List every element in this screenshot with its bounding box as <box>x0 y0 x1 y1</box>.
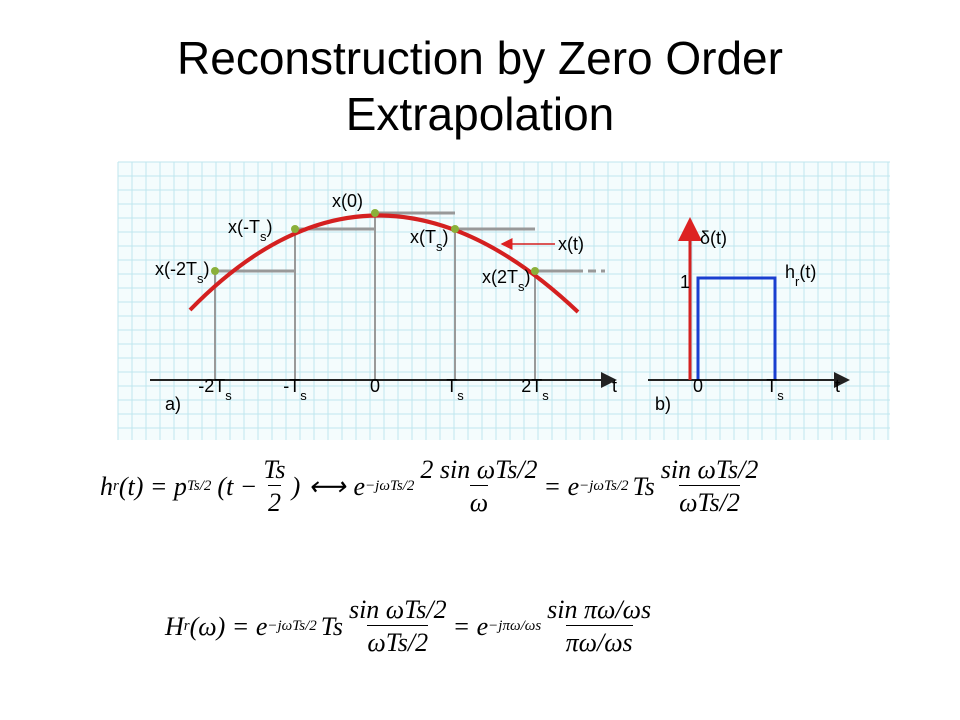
label-part: s <box>436 239 443 254</box>
label: x(-Ts) <box>228 217 272 244</box>
label: x(2Ts) <box>482 267 531 294</box>
grid <box>117 161 890 440</box>
eq-part: h <box>100 471 113 501</box>
label-part: r <box>795 274 800 289</box>
panel-label: b) <box>655 394 671 414</box>
eq-part: sin ωTs/2 <box>348 595 447 624</box>
label-part: s <box>777 388 784 403</box>
title-line: Extrapolation <box>345 88 615 140</box>
label-part: -2T <box>198 376 225 396</box>
label: x(t) <box>558 234 584 254</box>
title-line: Reconstruction by Zero Order <box>177 32 783 84</box>
eq-part: ωTs/2 <box>367 625 429 658</box>
eq-part: sin πω/ωs <box>547 595 652 624</box>
panel-label: a) <box>165 394 181 414</box>
label-part: x(-2T <box>155 259 197 279</box>
label: -Ts <box>283 376 307 403</box>
eq-part: ωTs/2 <box>679 485 740 518</box>
eq-part: (t) = p <box>118 471 187 501</box>
eq-part: 2 <box>267 485 281 518</box>
eq-part: = e <box>543 471 580 501</box>
eq-part: −jωTs/2 <box>365 478 415 494</box>
label-part: s <box>225 388 232 403</box>
label-part: T <box>766 376 777 396</box>
label-part: s <box>542 388 549 403</box>
fraction: sin πω/ωs πω/ωs <box>547 595 651 658</box>
label-part: -T <box>283 376 300 396</box>
eq-part: = e <box>452 611 489 641</box>
eq-part: ω <box>469 485 489 518</box>
eq-part: Ts/2 <box>186 478 212 494</box>
label: 2Ts <box>521 376 549 403</box>
panel-a <box>214 211 605 380</box>
label: Ts <box>766 376 784 403</box>
eq-part: Ts <box>320 611 343 641</box>
label: x(0) <box>332 191 363 211</box>
label-part: x(0) <box>332 191 363 211</box>
eq-part: −jωTs/2 <box>579 478 629 494</box>
eq-part: Ts <box>632 471 655 501</box>
label-part: x(2T <box>482 267 518 287</box>
label-part: ) <box>266 217 272 237</box>
response-pulse <box>696 276 777 380</box>
fraction: 2 sin ωTs/2 ω <box>420 455 537 518</box>
label-part: x(T <box>410 227 436 247</box>
eq-part: H <box>165 611 184 641</box>
label-part: 2T <box>521 376 542 396</box>
label-part: ) <box>443 227 449 247</box>
axis-label: t <box>835 376 840 396</box>
label-part: ) <box>204 259 210 279</box>
label: 0 <box>370 376 380 396</box>
label: x(-2Ts) <box>155 259 210 286</box>
signal-curve <box>188 213 580 314</box>
label-part: s <box>197 271 204 286</box>
label-part: T <box>446 376 457 396</box>
label: -2Ts <box>198 376 232 403</box>
label: hr(t) <box>785 262 816 289</box>
sample-dots <box>211 209 539 275</box>
eq-part: (t − <box>217 471 258 501</box>
eq-part: −jωTs/2 <box>267 618 317 634</box>
label: Ts <box>446 376 464 403</box>
label-part: s <box>457 388 464 403</box>
eq-part: πω/ωs <box>565 625 633 658</box>
label-part: 0 <box>693 376 703 396</box>
eq-part: −jπω/ωs <box>488 618 542 634</box>
eq-part: e <box>353 471 366 501</box>
label-part: s <box>518 279 525 294</box>
label-part: ) <box>525 267 531 287</box>
eq-part: r <box>183 618 190 634</box>
label: 0 <box>693 376 703 396</box>
label-part: h <box>785 262 795 282</box>
eq-part: sin ωTs/2 <box>660 455 759 484</box>
axis-label: t <box>612 376 617 396</box>
label: x(Ts) <box>410 227 449 254</box>
label-part: x(-T <box>228 217 260 237</box>
label-part: (t) <box>799 262 816 282</box>
eq-part: ) <box>291 471 301 501</box>
label-part: 0 <box>370 376 380 396</box>
label: δ(t) <box>700 228 727 248</box>
fraction: sin ωTs/2 ωTs/2 <box>661 455 759 518</box>
eq-part: 2 sin ωTs/2 <box>420 455 538 484</box>
fraction: sin ωTs/2 ωTs/2 <box>349 595 447 658</box>
slide-title: Reconstruction by Zero Order Extrapolatio… <box>0 30 960 142</box>
fraction: Ts 2 <box>263 455 285 518</box>
label-part: s <box>260 229 267 244</box>
eq-part: r <box>113 478 119 494</box>
label: 1 <box>680 272 690 292</box>
label-part: s <box>300 388 307 403</box>
grid-bg <box>118 162 890 440</box>
eq-part: Ts <box>263 455 286 484</box>
eq-part: ⟷ <box>308 471 346 501</box>
eq-part: (ω) = e <box>189 611 268 641</box>
